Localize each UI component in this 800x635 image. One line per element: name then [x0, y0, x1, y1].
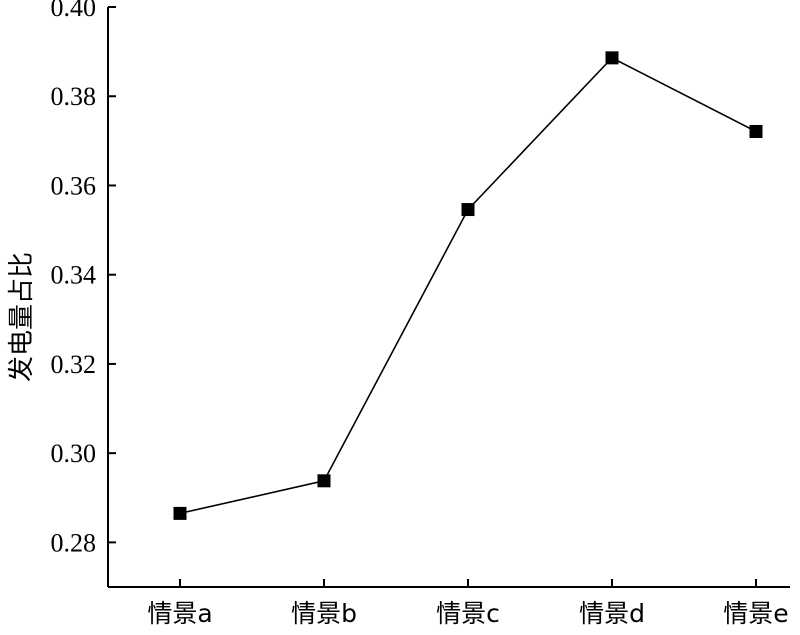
y-tick-label: 0.40	[51, 0, 97, 22]
x-tick-label: 情景e	[723, 599, 788, 628]
y-tick-label: 0.32	[51, 350, 97, 379]
series-line	[179, 56, 757, 515]
x-tick-label: 情景b	[291, 599, 357, 628]
y-tick-label: 0.28	[51, 528, 97, 557]
data-point-marker	[173, 506, 187, 520]
data-point-marker	[461, 203, 475, 217]
y-axis-title: 发电量占比	[7, 252, 37, 382]
y-axis-ticks: 0.28 0.30 0.32 0.34 0.36 0.38 0.40	[51, 0, 116, 557]
x-tick-label: 情景d	[579, 599, 645, 628]
y-tick-label: 0.36	[51, 171, 97, 200]
y-tick-label: 0.34	[51, 261, 97, 290]
data-point-marker	[605, 51, 619, 65]
x-tick-label: 情景c	[436, 599, 500, 628]
data-point-marker	[749, 124, 763, 138]
y-tick-label: 0.38	[51, 82, 97, 111]
axes	[107, 7, 790, 588]
x-tick-label: 情景a	[147, 599, 212, 628]
series-group	[173, 51, 763, 520]
x-axis-ticks: 情景a 情景b 情景c 情景d 情景e	[147, 579, 789, 628]
y-tick-label: 0.30	[51, 439, 97, 468]
data-point-marker	[317, 474, 331, 488]
